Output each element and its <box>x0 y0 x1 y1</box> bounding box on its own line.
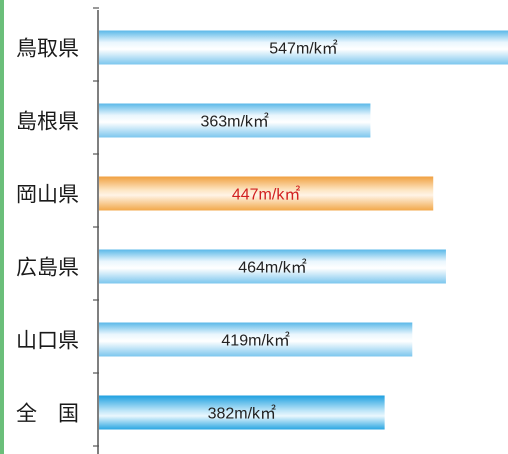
bar-4 <box>99 322 413 357</box>
bar-1 <box>99 103 371 138</box>
left-border <box>0 0 4 454</box>
category-label: 全 国 <box>16 402 79 426</box>
value-label: 382m/k㎡ <box>208 405 276 423</box>
bar-0 <box>99 30 508 65</box>
category-label: 島根県 <box>16 110 79 134</box>
value-label: 547m/k㎡ <box>269 40 337 58</box>
category-label: 岡山県 <box>16 183 79 207</box>
value-label: 363m/k㎡ <box>200 113 268 131</box>
value-label: 464m/k㎡ <box>238 259 306 277</box>
value-label: 419m/k㎡ <box>221 332 289 350</box>
value-label: 447m/k㎡ <box>232 186 300 204</box>
bar-5 <box>99 395 385 430</box>
category-label: 山口県 <box>16 329 79 353</box>
category-label: 鳥取県 <box>16 37 79 61</box>
category-label: 広島県 <box>16 256 79 280</box>
bar-2 <box>99 176 434 211</box>
bar-3 <box>99 249 446 284</box>
